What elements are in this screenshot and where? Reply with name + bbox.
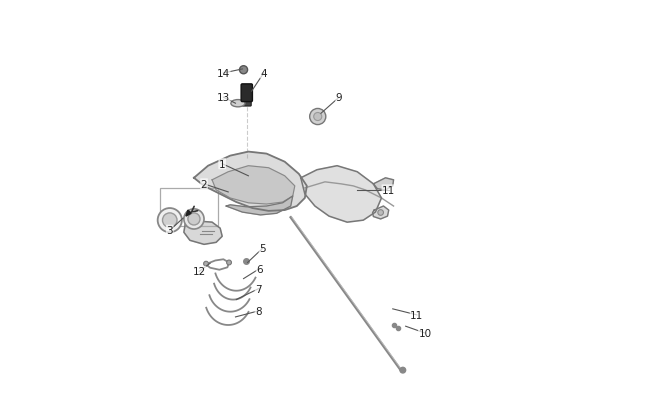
Polygon shape — [194, 152, 307, 211]
Circle shape — [162, 213, 177, 228]
Circle shape — [188, 213, 200, 226]
Polygon shape — [372, 207, 389, 220]
Circle shape — [314, 113, 322, 121]
Circle shape — [184, 209, 204, 230]
Circle shape — [309, 109, 326, 125]
FancyBboxPatch shape — [242, 100, 251, 107]
Text: 1: 1 — [219, 159, 226, 169]
Ellipse shape — [231, 100, 245, 108]
Circle shape — [400, 367, 406, 373]
Polygon shape — [186, 211, 191, 217]
Bar — [160, 188, 218, 227]
Polygon shape — [226, 196, 292, 215]
Text: 7: 7 — [255, 284, 262, 294]
Text: 11: 11 — [410, 310, 424, 320]
Circle shape — [227, 260, 231, 265]
Text: 11: 11 — [382, 185, 395, 196]
Text: 3: 3 — [166, 226, 173, 236]
Text: 12: 12 — [192, 267, 206, 277]
Text: 13: 13 — [216, 93, 230, 103]
Text: 4: 4 — [261, 69, 267, 79]
Text: 6: 6 — [256, 264, 263, 274]
Text: 9: 9 — [336, 93, 343, 103]
Circle shape — [239, 66, 248, 75]
Text: 14: 14 — [216, 69, 230, 79]
Polygon shape — [373, 178, 393, 190]
Polygon shape — [301, 166, 382, 223]
Text: 5: 5 — [259, 244, 266, 254]
Polygon shape — [212, 166, 294, 205]
FancyBboxPatch shape — [241, 85, 252, 102]
Circle shape — [158, 209, 182, 232]
Text: 8: 8 — [255, 306, 262, 316]
Polygon shape — [184, 221, 222, 245]
Circle shape — [378, 210, 384, 216]
Circle shape — [203, 262, 209, 266]
Text: 2: 2 — [201, 179, 207, 190]
Text: 10: 10 — [419, 328, 432, 338]
